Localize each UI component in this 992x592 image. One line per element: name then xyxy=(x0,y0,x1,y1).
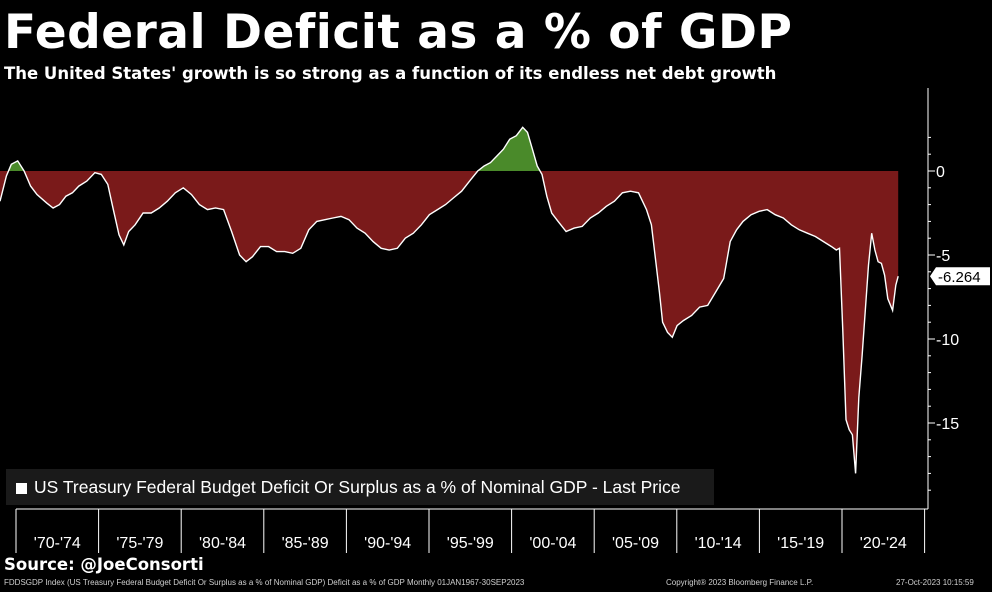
series-line xyxy=(0,126,899,474)
x-tick-label: '00-'04 xyxy=(529,535,576,552)
footer-description: FDDSGDP Index (US Treasury Federal Budge… xyxy=(4,578,525,587)
y-tick-label: -5 xyxy=(936,248,950,265)
deficit-area xyxy=(0,171,899,474)
last-value-flag xyxy=(930,267,990,286)
x-tick-label: '20-'24 xyxy=(860,535,907,552)
x-tick-label: '10-'14 xyxy=(695,535,742,552)
y-tick-label: -10 xyxy=(936,332,959,349)
last-value-label: -6.264 xyxy=(938,269,981,286)
page-title: Federal Deficit as a % of GDP xyxy=(4,5,793,60)
x-tick-label: '85-'89 xyxy=(282,535,329,552)
source-label: Source: @JoeConsorti xyxy=(4,555,204,574)
x-tick-label: '05-'09 xyxy=(612,535,659,552)
footer-copyright: Copyright® 2023 Bloomberg Finance L.P. xyxy=(666,578,814,587)
footer-timestamp: 27-Oct-2023 10:15:59 xyxy=(896,578,974,587)
legend-swatch xyxy=(16,483,27,494)
y-tick-label: 0 xyxy=(936,164,945,181)
legend-label: US Treasury Federal Budget Deficit Or Su… xyxy=(34,477,681,497)
y-tick-label: -15 xyxy=(936,416,959,433)
x-tick-label: '90-'94 xyxy=(364,535,411,552)
x-tick-label: '95-'99 xyxy=(447,535,494,552)
x-tick-label: '75-'79 xyxy=(116,535,163,552)
page-subtitle: The United States' growth is so strong a… xyxy=(4,64,777,83)
legend: US Treasury Federal Budget Deficit Or Su… xyxy=(6,469,714,505)
x-tick-label: '15-'19 xyxy=(777,535,824,552)
x-tick-label: '80-'84 xyxy=(199,535,246,552)
x-tick-label: '70-'74 xyxy=(34,535,81,552)
